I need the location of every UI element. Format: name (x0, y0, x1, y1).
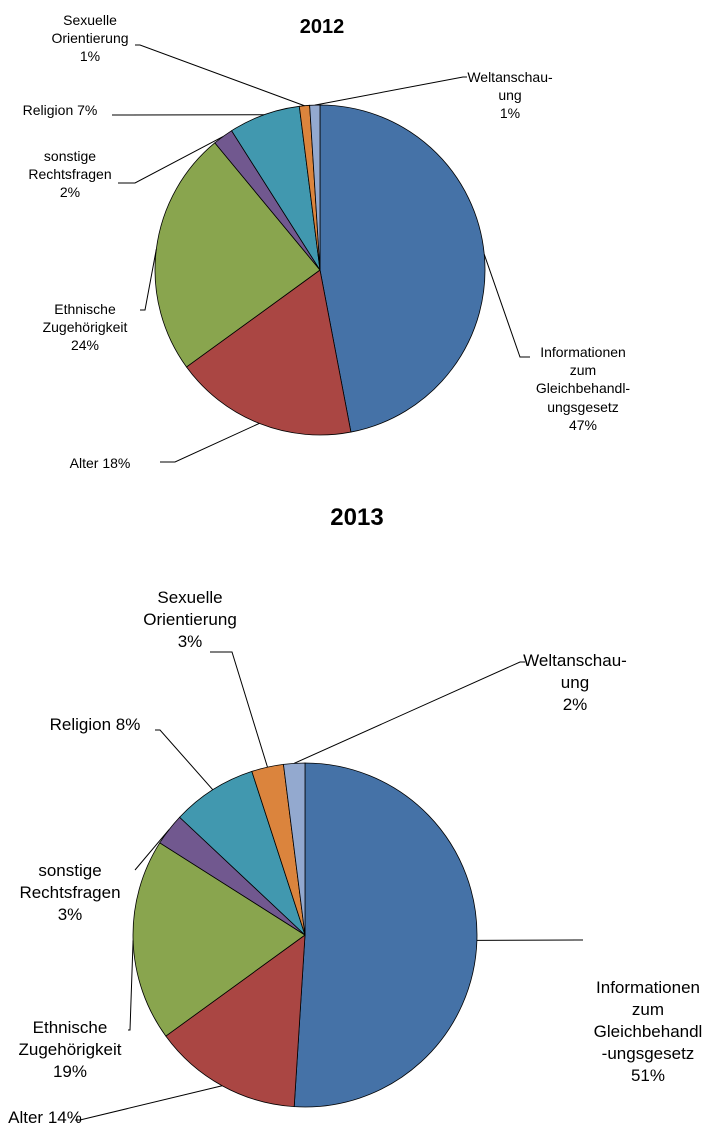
data-label: Ethnische Zugehörigkeit 19% (18, 1017, 121, 1083)
label-category: Religion (22, 102, 74, 118)
data-label: sonstige Rechtsfragen 2% (28, 147, 111, 202)
pie-slice (132, 842, 306, 1037)
label-category: Sexuelle Orientierung (143, 588, 237, 630)
label-value: 19% (52, 1062, 88, 1082)
pie-slice (165, 934, 306, 1108)
data-label: Sexuelle Orientierung 3% (143, 587, 237, 653)
label-value: 7% (77, 102, 98, 118)
label-value: 2% (562, 695, 588, 715)
leader-line (293, 661, 525, 764)
label-value: 24% (70, 337, 100, 354)
label-category: sonstige Rechtsfragen (28, 148, 112, 183)
leader-line (314, 76, 467, 106)
leader-line (118, 136, 224, 184)
leader-line (128, 940, 134, 1031)
label-category: Informationen zum Gleichbehandl -ungsges… (593, 978, 703, 1064)
pie-slice (319, 104, 486, 433)
data-label: Weltanschau- ung 1% (467, 68, 552, 123)
leader-line (140, 249, 157, 311)
label-category: Sexuelle Orientierung (51, 12, 129, 47)
chart-title: 2013 (330, 504, 384, 531)
label-value: 1% (79, 48, 101, 65)
pie-slice (185, 269, 352, 436)
label-value: 51% (630, 1066, 666, 1086)
label-category: Ethnische Zugehörigkeit (18, 1018, 122, 1060)
leader-line (75, 1085, 223, 1121)
label-category: Weltanschau- ung (523, 651, 627, 693)
leader-line (135, 44, 305, 107)
label-category: Alter (8, 1108, 44, 1127)
leader-line (483, 254, 530, 358)
data-label: Ethnische Zugehörigkeit 24% (43, 300, 128, 355)
pie-slice (293, 762, 478, 1108)
label-value: 1% (499, 105, 521, 122)
label-value: 47% (568, 416, 598, 433)
leader-line (155, 729, 214, 791)
data-label: sonstige Rechtsfragen 3% (19, 860, 120, 926)
data-label: Religion 7% (23, 101, 98, 119)
label-category: Weltanschau- ung (467, 69, 553, 104)
label-value: 2% (59, 184, 81, 201)
data-label: Weltanschau- ung 2% (523, 650, 627, 716)
data-label: Alter 18% (70, 454, 131, 472)
data-label: Religion 8% (50, 714, 141, 736)
label-category: sonstige Rechtsfragen (19, 861, 121, 903)
label-category: Religion (49, 715, 112, 734)
label-category: Ethnische Zugehörigkeit (42, 301, 128, 336)
data-label: Alter 14% (8, 1107, 82, 1128)
label-category: Alter (69, 455, 99, 471)
leader-line (160, 422, 260, 463)
chart-title: 2012 (299, 16, 345, 38)
label-value: 3% (57, 905, 83, 925)
label-value: 18% (102, 455, 131, 471)
data-label: Informationen zum Gleichbehandl -ungsges… (594, 977, 703, 1087)
label-value: 14% (47, 1108, 82, 1127)
leader-line (210, 651, 268, 768)
label-value: 3% (177, 632, 203, 652)
data-label: Informationen zum Gleichbehandl- ungsges… (536, 343, 630, 434)
label-category: Informationen zum Gleichbehandl- ungsges… (535, 344, 631, 415)
data-label: Sexuelle Orientierung 1% (51, 11, 128, 66)
label-value: 8% (115, 715, 141, 734)
leader-line (134, 829, 170, 871)
